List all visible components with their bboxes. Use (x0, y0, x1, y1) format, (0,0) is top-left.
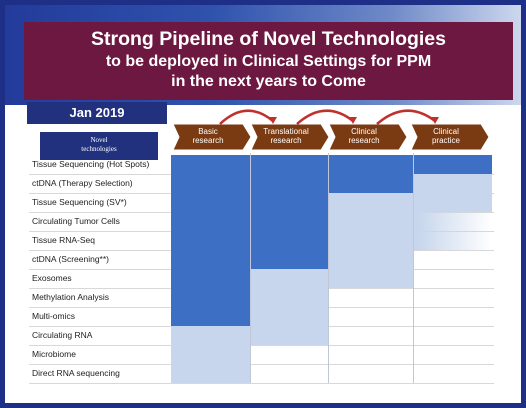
column-divider (250, 153, 251, 383)
bar-established (171, 269, 250, 288)
bar-established (171, 155, 492, 174)
technology-label: ctDNA (Screening**) (32, 254, 110, 264)
curved-arrow-1 (219, 109, 274, 125)
technologies-header-line-2: technologies (81, 145, 117, 153)
technology-label: Direct RNA sequencing (32, 368, 120, 378)
arrow-head (431, 117, 439, 124)
bar-emerging (250, 269, 413, 288)
bar-emerging (328, 193, 492, 212)
technology-label: Multi-omics (32, 311, 75, 321)
technology-label: Exosomes (32, 273, 72, 283)
stage-label: Clinical practice (431, 127, 460, 145)
technology-label: Circulating Tumor Cells (32, 216, 120, 226)
curved-arrow-3 (376, 109, 436, 125)
bar-established (171, 231, 328, 250)
row-divider (29, 345, 494, 346)
title-line-1: Strong Pipeline of Novel Technologies (90, 28, 446, 50)
stage-label: Translational research (263, 127, 309, 145)
bar-established (171, 174, 413, 193)
technology-label: Microbiome (32, 349, 76, 359)
stage-2: Translational research (251, 124, 329, 150)
date-label: Jan 2019 (27, 102, 167, 124)
stage-chevron-shape (251, 124, 329, 150)
bar-established (171, 193, 328, 212)
bar-established (171, 250, 328, 269)
bar-emerging (171, 364, 250, 383)
bar-emerging (171, 326, 328, 345)
stage-chevron-shape (173, 124, 251, 150)
technology-label: Methylation Analysis (32, 292, 110, 302)
bar-emerging (171, 345, 250, 364)
technologies-header-line-1: Novel (90, 136, 108, 144)
bar-emerging-fading (328, 212, 492, 231)
curved-arrow-2 (296, 109, 354, 125)
bar-emerging (328, 250, 413, 269)
arrow-head (269, 117, 277, 124)
stage-4: Clinical practice (411, 124, 489, 150)
row-divider (29, 364, 494, 365)
stage-label: Clinical research (348, 127, 380, 145)
stage-chevron-shape (411, 124, 489, 150)
row-divider (29, 383, 494, 384)
bar-emerging (413, 174, 492, 193)
stage-1: Basic research (173, 124, 251, 150)
technologies-header: Novel technologies (40, 132, 158, 160)
stage-3: Clinical research (329, 124, 407, 150)
bar-emerging-fading (328, 231, 492, 250)
column-divider (413, 153, 414, 383)
bar-established (171, 307, 250, 326)
title-line-2: to be deployed in Clinical Settings for … (105, 53, 432, 70)
technology-label: Circulating RNA (32, 330, 93, 340)
technology-label: Tissue Sequencing (Hot Spots) (32, 159, 150, 169)
title-line-3: in the next years to Come (171, 73, 366, 90)
bar-emerging (250, 307, 328, 326)
stage-chevron-shape (329, 124, 407, 150)
bar-established (171, 212, 328, 231)
technology-label: Tissue Sequencing (SV*) (32, 197, 127, 207)
arrow-head (349, 117, 357, 124)
title-box: Strong Pipeline of Novel Technologies to… (24, 22, 513, 100)
stage-label: Basic research (192, 127, 224, 145)
bar-established (171, 288, 250, 307)
bar-emerging (250, 288, 328, 307)
column-divider (328, 153, 329, 383)
technology-label: ctDNA (Therapy Selection) (32, 178, 133, 188)
technology-label: Tissue RNA-Seq (32, 235, 95, 245)
